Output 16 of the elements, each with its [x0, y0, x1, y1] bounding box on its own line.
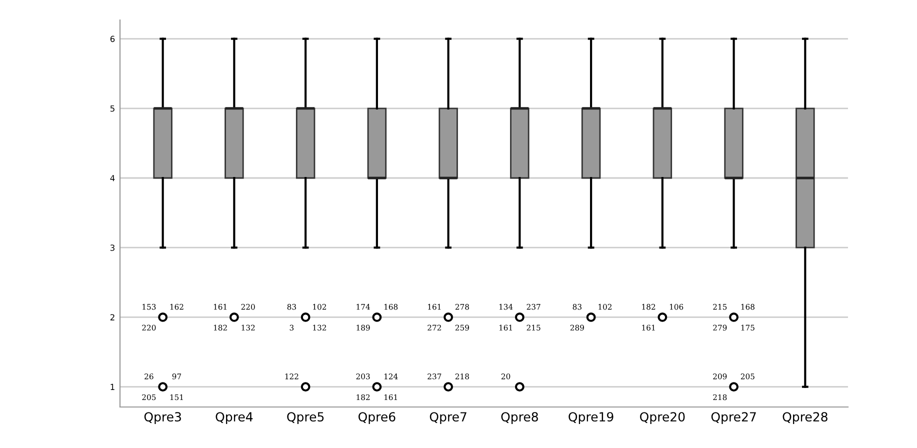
y-tick-label: 2	[110, 314, 114, 320]
x-tick-label: Qpre5	[287, 412, 324, 424]
x-tick-label: Qpre19	[568, 412, 614, 424]
x-tick-label: Qpre20	[640, 412, 685, 424]
y-tick-label: 6	[110, 36, 115, 42]
x-tick-label: Qpre8	[501, 412, 538, 424]
y-tick-label: 4	[110, 175, 115, 182]
x-tick-label: Qpre3	[144, 412, 181, 424]
y-tick-label: 1	[110, 384, 114, 390]
y-tick-label: 3	[110, 244, 114, 251]
x-tick-label: Qpre4	[216, 412, 253, 424]
x-tick-label: Qpre27	[711, 412, 756, 424]
y-tick-label: 5	[110, 105, 114, 112]
x-tick-label: Qpre6	[358, 412, 396, 424]
x-tick-label: Qpre28	[782, 412, 828, 424]
x-tick-label: Qpre7	[430, 412, 466, 424]
